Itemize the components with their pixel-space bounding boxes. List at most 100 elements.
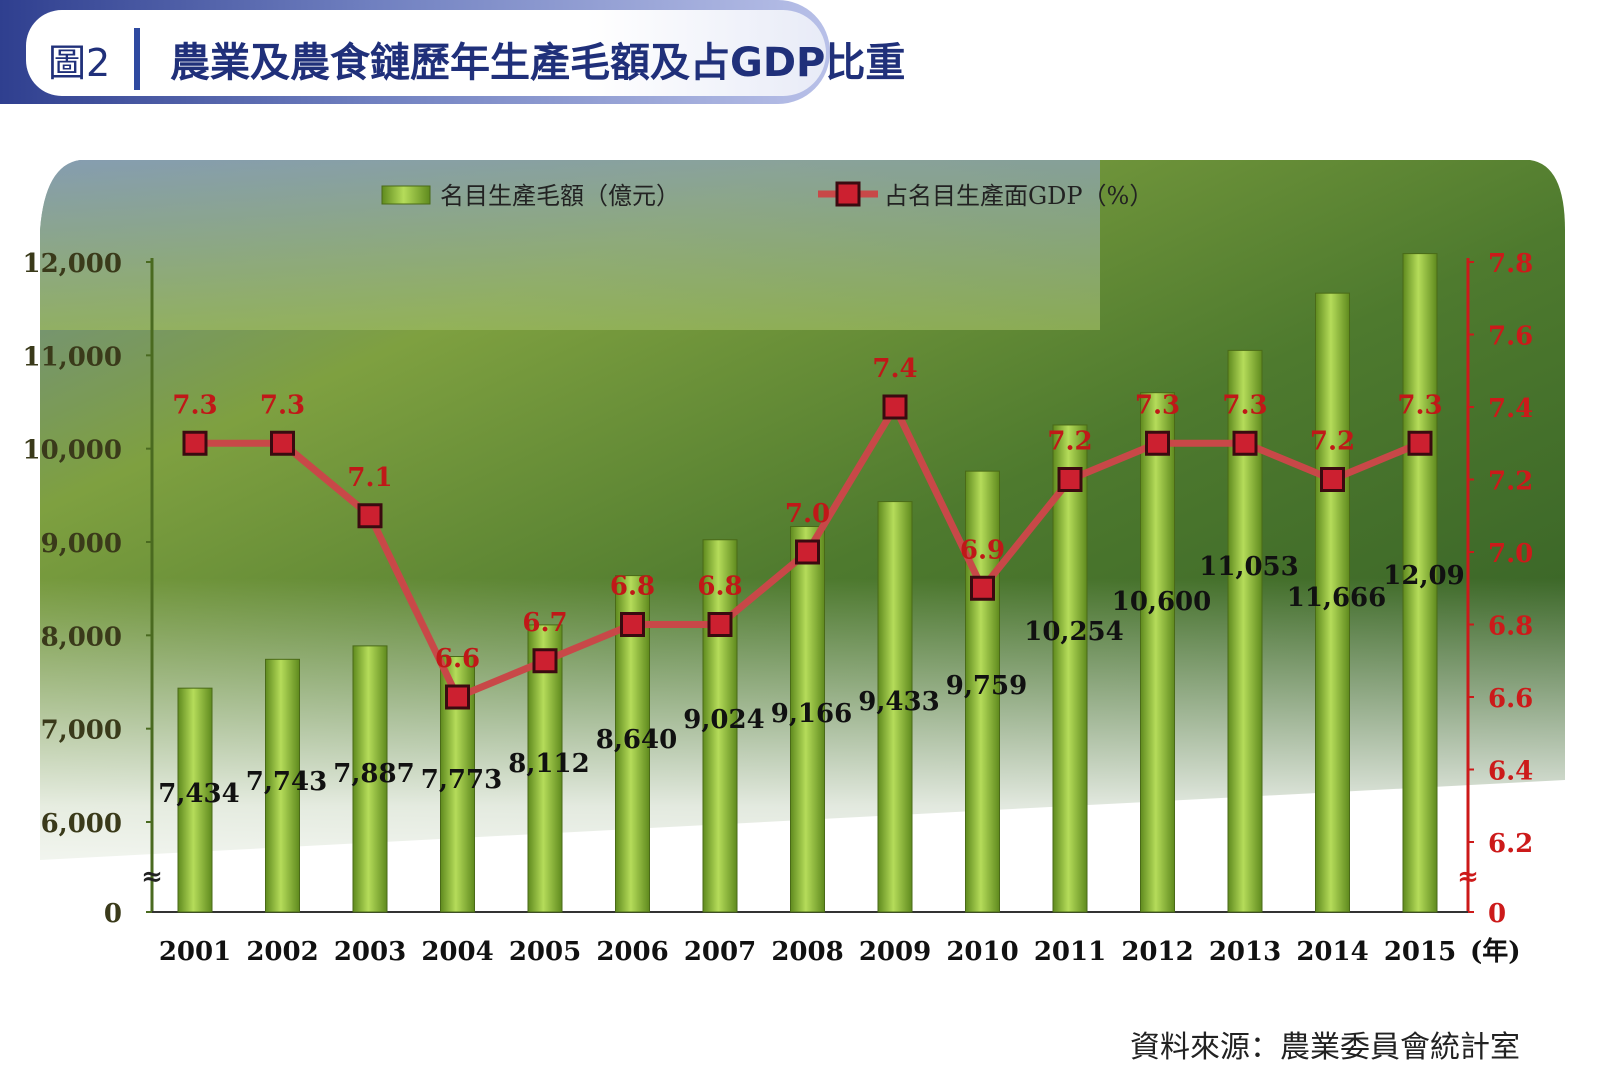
x-tick-label: 2011 [1034, 937, 1106, 967]
x-tick-label: 2001 [159, 937, 231, 967]
right-tick-label: 0 [1488, 899, 1506, 929]
left-tick-label: 7,000 [41, 716, 122, 746]
x-tick-label: 2005 [509, 937, 581, 967]
right-tick-label: 7.0 [1488, 539, 1533, 569]
line-marker [1320, 467, 1345, 492]
right-tick-label: 7.6 [1488, 322, 1533, 352]
left-tick-label: 0 [104, 899, 122, 929]
line-marker [1057, 467, 1083, 492]
bar-value-label: 12,09 [1383, 561, 1464, 591]
bar-value-label: 7,773 [421, 765, 502, 795]
line-marker [970, 575, 995, 601]
bar [1140, 392, 1175, 913]
bar [877, 501, 913, 913]
x-tick-label: 2010 [946, 937, 1018, 967]
x-tick-label: 2004 [421, 937, 493, 967]
line-value-label: 7.1 [347, 463, 392, 493]
line-marker [532, 648, 558, 674]
line-value-label: 6.8 [610, 572, 655, 602]
legend-line-marker [835, 181, 861, 207]
x-tick-label: 2006 [596, 937, 668, 967]
chart-title: 農業及農食鏈歷年生產毛額及占GDP比重 [170, 40, 906, 86]
left-tick-label: 12,000 [22, 249, 122, 279]
line-marker [795, 539, 820, 565]
right-tick-label: 6.2 [1488, 829, 1533, 859]
left-tick-label: 10,000 [22, 436, 122, 466]
x-tick-label: 2007 [684, 937, 756, 967]
line-marker [270, 430, 295, 456]
left-tick-label: 11,000 [22, 342, 122, 372]
line-marker [357, 503, 383, 529]
bar-value-label: 7,887 [333, 759, 414, 789]
x-tick-label: 2013 [1209, 937, 1281, 967]
bar [702, 539, 738, 913]
bar-value-label: 7,434 [158, 779, 239, 809]
line-value-label: 7.4 [872, 354, 917, 384]
x-tick-label: 2002 [246, 937, 318, 967]
right-tick-label: 7.2 [1488, 467, 1533, 497]
line-value-label: 7.3 [172, 390, 217, 420]
x-tick-label: 2008 [771, 937, 843, 967]
right-tick-label: 6.6 [1488, 684, 1533, 714]
line-marker [1407, 430, 1433, 456]
bar [265, 658, 300, 913]
x-axis-unit: (年) [1470, 936, 1521, 967]
line-value-label: 6.8 [697, 572, 742, 602]
bar-value-label: 8,112 [508, 749, 589, 779]
title-inner-panel [26, 10, 826, 96]
x-tick-label: 2014 [1296, 937, 1368, 967]
line-value-label: 7.2 [1310, 427, 1355, 457]
x-tick-label: 2009 [859, 937, 931, 967]
axes: 0 6,000 7,000 8,000 9,000 10,000 11,000 12,000 0… [22, 249, 1533, 967]
bar [1052, 424, 1088, 913]
bar-value-label: 9,166 [771, 699, 852, 729]
line-value-label: 7.3 [260, 390, 305, 420]
bar [1315, 292, 1350, 913]
right-tick-label: 6.4 [1488, 757, 1533, 787]
bar [965, 470, 1000, 913]
bar [352, 645, 388, 913]
title-divider [134, 28, 140, 90]
bar-value-label: 11,666 [1287, 583, 1387, 613]
right-tick-label: 6.8 [1488, 612, 1533, 642]
x-tick-label: 2015 [1384, 937, 1456, 967]
bar [1402, 253, 1438, 913]
bar [790, 526, 825, 913]
x-tick-label: 2012 [1121, 937, 1193, 967]
bar-value-label: 7,743 [246, 767, 327, 797]
right-tick-label: 7.4 [1488, 394, 1533, 424]
line-marker [445, 684, 470, 710]
line-value-label: 7.2 [1047, 427, 1092, 457]
line-marker [1145, 430, 1170, 456]
line-value-label: 7.3 [1397, 390, 1442, 420]
legend-line-label: 占名目生產面GDP（%） [884, 182, 1153, 210]
left-axis-break: ≈ [141, 862, 163, 892]
left-tick-label: 9,000 [41, 529, 122, 559]
legend: 名目生產毛額（億元） 占名目生產面GDP（%） [381, 181, 1153, 210]
line-value-label: 7.3 [1222, 390, 1267, 420]
bar-value-label: 10,254 [1024, 617, 1124, 647]
bar-value-label: 10,600 [1112, 587, 1212, 617]
bar [177, 687, 213, 913]
legend-bar-label: 名目生產毛額（億元） [440, 182, 680, 210]
line-value-label: 6.9 [960, 535, 1005, 565]
line-value-label: 6.6 [435, 644, 480, 674]
bars [177, 253, 1438, 913]
line-marker [882, 394, 908, 420]
left-tick-label: 6,000 [41, 809, 122, 839]
bar-value-label: 9,759 [946, 671, 1027, 701]
line-value-label: 7.3 [1135, 390, 1180, 420]
line-marker [620, 612, 645, 637]
bar-value-label: 9,433 [858, 687, 939, 717]
bar-value-label: 8,640 [596, 725, 677, 755]
left-tick-label: 8,000 [41, 622, 122, 652]
bar-value-label: 9,024 [683, 705, 764, 735]
right-axis-break: ≈ [1457, 862, 1479, 892]
line-marker [707, 612, 733, 637]
gdp-share-line: 7.3 7.3 7.1 6.6 6.7 6.8 6.8 7.0 7.4 6.9 7.2 7.3 7.3 7… [172, 354, 1443, 710]
source-note: 資料來源：農業委員會統計室 [1130, 1030, 1520, 1065]
legend-bar-swatch [381, 185, 431, 205]
line-marker [182, 430, 208, 456]
